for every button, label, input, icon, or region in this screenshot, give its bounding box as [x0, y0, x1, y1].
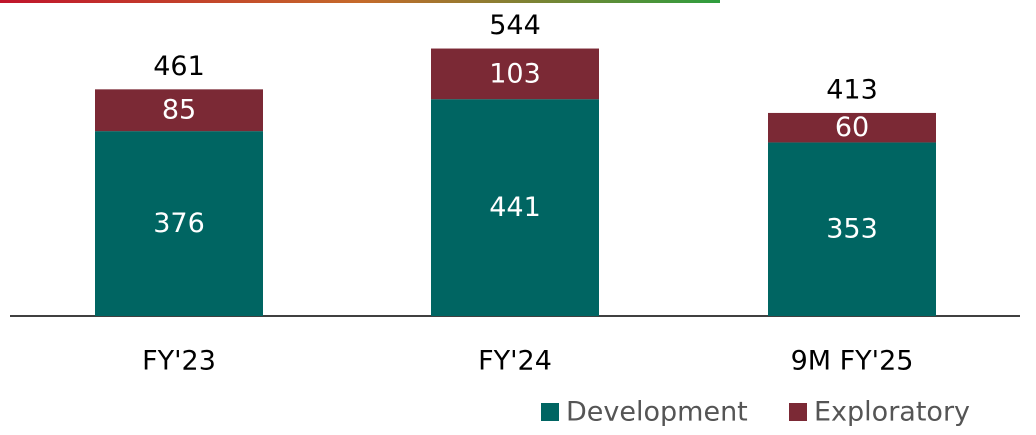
- bar-segment: [768, 112, 936, 143]
- segment-label: 85: [162, 95, 196, 126]
- legend-label: Exploratory: [814, 397, 970, 428]
- segment-label: 353: [826, 214, 878, 245]
- top-accent: [0, 0, 720, 3]
- bar-segment: [768, 142, 936, 316]
- total-label: 413: [826, 74, 878, 105]
- segment-label: 441: [489, 192, 541, 223]
- legend-label: Development: [566, 397, 748, 428]
- bar-segment: [431, 99, 599, 316]
- legend-swatch: [789, 403, 807, 421]
- bar-segment: [431, 48, 599, 100]
- legend-swatch: [541, 403, 559, 421]
- segment-label: 60: [835, 112, 869, 143]
- x-tick-label: 9M FY'25: [791, 346, 914, 377]
- bar-segment: [95, 131, 263, 316]
- segment-label: 376: [153, 208, 205, 239]
- x-tick-label: FY'24: [478, 346, 552, 377]
- bar-segment: [95, 89, 263, 132]
- x-tick-label: FY'23: [142, 346, 216, 377]
- total-label: 461: [153, 51, 205, 82]
- segment-label: 103: [489, 58, 541, 89]
- total-label: 544: [489, 10, 541, 41]
